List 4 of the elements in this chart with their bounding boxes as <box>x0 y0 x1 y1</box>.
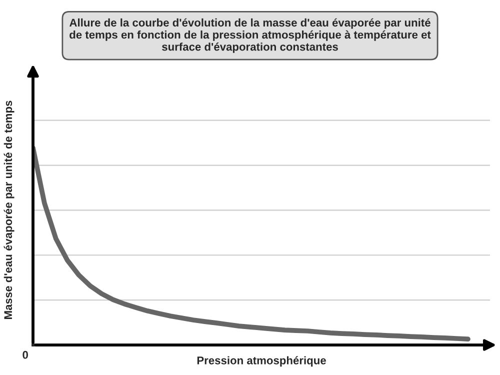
y-axis-title: Masse d'eau évaporée par unité de temps <box>4 100 14 319</box>
x-axis-title: Pression atmosphérique <box>197 356 326 367</box>
chart-title: Allure de la courbe d'évolution de la masse d'eau évaporée par unité de temps en fonction de la pression atmosphérique à température et surface d'évaporation constantes <box>70 18 431 53</box>
text: 0 <box>22 350 28 359</box>
